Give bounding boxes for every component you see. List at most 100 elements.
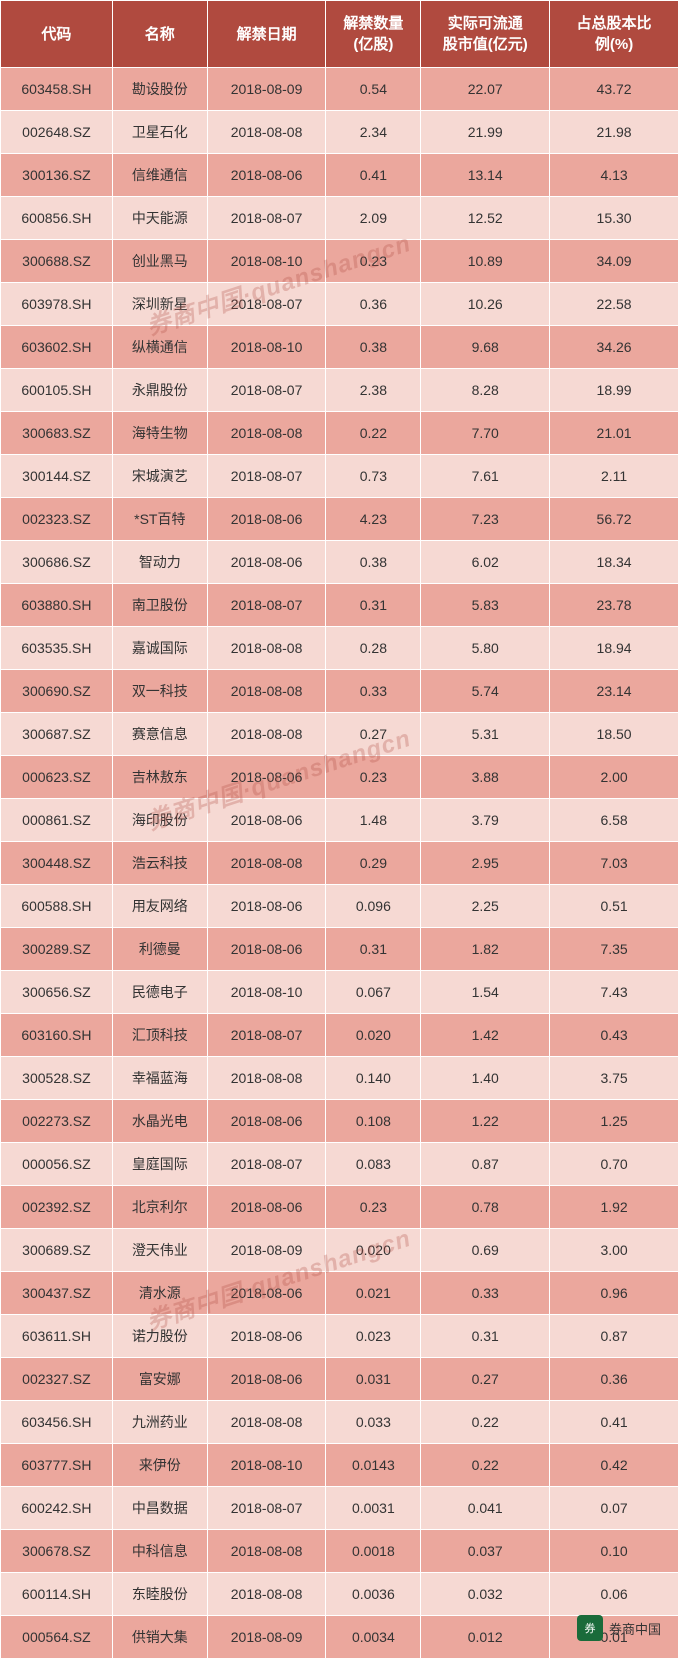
cell-code: 000056.SZ — [1, 1143, 113, 1186]
cell-qty: 0.38 — [326, 326, 421, 369]
cell-name: 纵横通信 — [112, 326, 207, 369]
table-row: 000056.SZ皇庭国际2018-08-070.0830.870.70 — [1, 1143, 679, 1186]
cell-name: 中科信息 — [112, 1530, 207, 1573]
cell-pct: 1.25 — [550, 1100, 679, 1143]
table-row: 000623.SZ吉林敖东2018-08-060.233.882.00 — [1, 756, 679, 799]
cell-name: 皇庭国际 — [112, 1143, 207, 1186]
cell-value: 6.02 — [421, 541, 550, 584]
cell-qty: 0.0018 — [326, 1530, 421, 1573]
cell-code: 300687.SZ — [1, 713, 113, 756]
table-row: 002273.SZ水晶光电2018-08-060.1081.221.25 — [1, 1100, 679, 1143]
cell-date: 2018-08-06 — [207, 541, 326, 584]
wechat-brand-icon: 券 — [577, 1615, 603, 1641]
cell-date: 2018-08-08 — [207, 842, 326, 885]
cell-qty: 0.140 — [326, 1057, 421, 1100]
header-pct: 占总股本比例(%) — [550, 1, 679, 68]
table-row: 300656.SZ民德电子2018-08-100.0671.547.43 — [1, 971, 679, 1014]
table-row: 002392.SZ北京利尔2018-08-060.230.781.92 — [1, 1186, 679, 1229]
cell-pct: 21.01 — [550, 412, 679, 455]
table-row: 300528.SZ幸福蓝海2018-08-080.1401.403.75 — [1, 1057, 679, 1100]
cell-qty: 0.54 — [326, 68, 421, 111]
cell-name: 中天能源 — [112, 197, 207, 240]
cell-code: 300437.SZ — [1, 1272, 113, 1315]
header-date: 解禁日期 — [207, 1, 326, 68]
cell-pct: 43.72 — [550, 68, 679, 111]
cell-date: 2018-08-10 — [207, 971, 326, 1014]
cell-date: 2018-08-06 — [207, 1315, 326, 1358]
table-row: 603978.SH深圳新星2018-08-070.3610.2622.58 — [1, 283, 679, 326]
cell-value: 10.26 — [421, 283, 550, 326]
cell-code: 600114.SH — [1, 1573, 113, 1616]
cell-pct: 23.78 — [550, 584, 679, 627]
cell-value: 5.31 — [421, 713, 550, 756]
cell-name: 富安娜 — [112, 1358, 207, 1401]
cell-value: 0.041 — [421, 1487, 550, 1530]
cell-pct: 0.36 — [550, 1358, 679, 1401]
table-row: 000861.SZ海印股份2018-08-061.483.796.58 — [1, 799, 679, 842]
cell-code: 300689.SZ — [1, 1229, 113, 1272]
cell-name: 双一科技 — [112, 670, 207, 713]
cell-value: 1.40 — [421, 1057, 550, 1100]
cell-qty: 2.38 — [326, 369, 421, 412]
cell-qty: 0.28 — [326, 627, 421, 670]
cell-name: 幸福蓝海 — [112, 1057, 207, 1100]
cell-date: 2018-08-09 — [207, 68, 326, 111]
table-row: 300687.SZ赛意信息2018-08-080.275.3118.50 — [1, 713, 679, 756]
cell-qty: 0.31 — [326, 584, 421, 627]
cell-code: 300448.SZ — [1, 842, 113, 885]
cell-qty: 0.020 — [326, 1014, 421, 1057]
cell-pct: 56.72 — [550, 498, 679, 541]
cell-value: 9.68 — [421, 326, 550, 369]
cell-name: 东睦股份 — [112, 1573, 207, 1616]
table-row: 603602.SH纵横通信2018-08-100.389.6834.26 — [1, 326, 679, 369]
cell-qty: 0.36 — [326, 283, 421, 326]
cell-value: 5.74 — [421, 670, 550, 713]
cell-date: 2018-08-06 — [207, 885, 326, 928]
cell-pct: 23.14 — [550, 670, 679, 713]
table-row: 603458.SH勘设股份2018-08-090.5422.0743.72 — [1, 68, 679, 111]
cell-value: 8.28 — [421, 369, 550, 412]
cell-name: 南卫股份 — [112, 584, 207, 627]
cell-date: 2018-08-06 — [207, 1100, 326, 1143]
cell-pct: 2.11 — [550, 455, 679, 498]
cell-code: 000564.SZ — [1, 1616, 113, 1659]
cell-code: 300144.SZ — [1, 455, 113, 498]
cell-value: 0.012 — [421, 1616, 550, 1659]
cell-date: 2018-08-08 — [207, 713, 326, 756]
cell-pct: 7.35 — [550, 928, 679, 971]
cell-pct: 15.30 — [550, 197, 679, 240]
cell-name: 赛意信息 — [112, 713, 207, 756]
cell-pct: 0.43 — [550, 1014, 679, 1057]
cell-name: 清水源 — [112, 1272, 207, 1315]
cell-name: 海印股份 — [112, 799, 207, 842]
cell-name: 智动力 — [112, 541, 207, 584]
cell-qty: 0.083 — [326, 1143, 421, 1186]
table-row: 603611.SH诺力股份2018-08-060.0230.310.87 — [1, 1315, 679, 1358]
cell-code: 603880.SH — [1, 584, 113, 627]
cell-pct: 0.70 — [550, 1143, 679, 1186]
cell-value: 1.82 — [421, 928, 550, 971]
cell-code: 603535.SH — [1, 627, 113, 670]
cell-code: 000623.SZ — [1, 756, 113, 799]
cell-code: 600856.SH — [1, 197, 113, 240]
cell-date: 2018-08-07 — [207, 1143, 326, 1186]
cell-date: 2018-08-06 — [207, 928, 326, 971]
table-row: 002327.SZ富安娜2018-08-060.0310.270.36 — [1, 1358, 679, 1401]
cell-qty: 0.31 — [326, 928, 421, 971]
cell-value: 7.61 — [421, 455, 550, 498]
cell-code: 300289.SZ — [1, 928, 113, 971]
cell-qty: 0.23 — [326, 240, 421, 283]
cell-qty: 0.0143 — [326, 1444, 421, 1487]
cell-name: 汇顶科技 — [112, 1014, 207, 1057]
cell-date: 2018-08-07 — [207, 283, 326, 326]
table-body: 603458.SH勘设股份2018-08-090.5422.0743.72002… — [1, 68, 679, 1659]
cell-value: 5.83 — [421, 584, 550, 627]
cell-value: 0.032 — [421, 1573, 550, 1616]
table-row: 300686.SZ智动力2018-08-060.386.0218.34 — [1, 541, 679, 584]
cell-pct: 0.96 — [550, 1272, 679, 1315]
cell-code: 002648.SZ — [1, 111, 113, 154]
cell-name: 北京利尔 — [112, 1186, 207, 1229]
header-qty: 解禁数量(亿股) — [326, 1, 421, 68]
cell-pct: 4.13 — [550, 154, 679, 197]
header-name: 名称 — [112, 1, 207, 68]
